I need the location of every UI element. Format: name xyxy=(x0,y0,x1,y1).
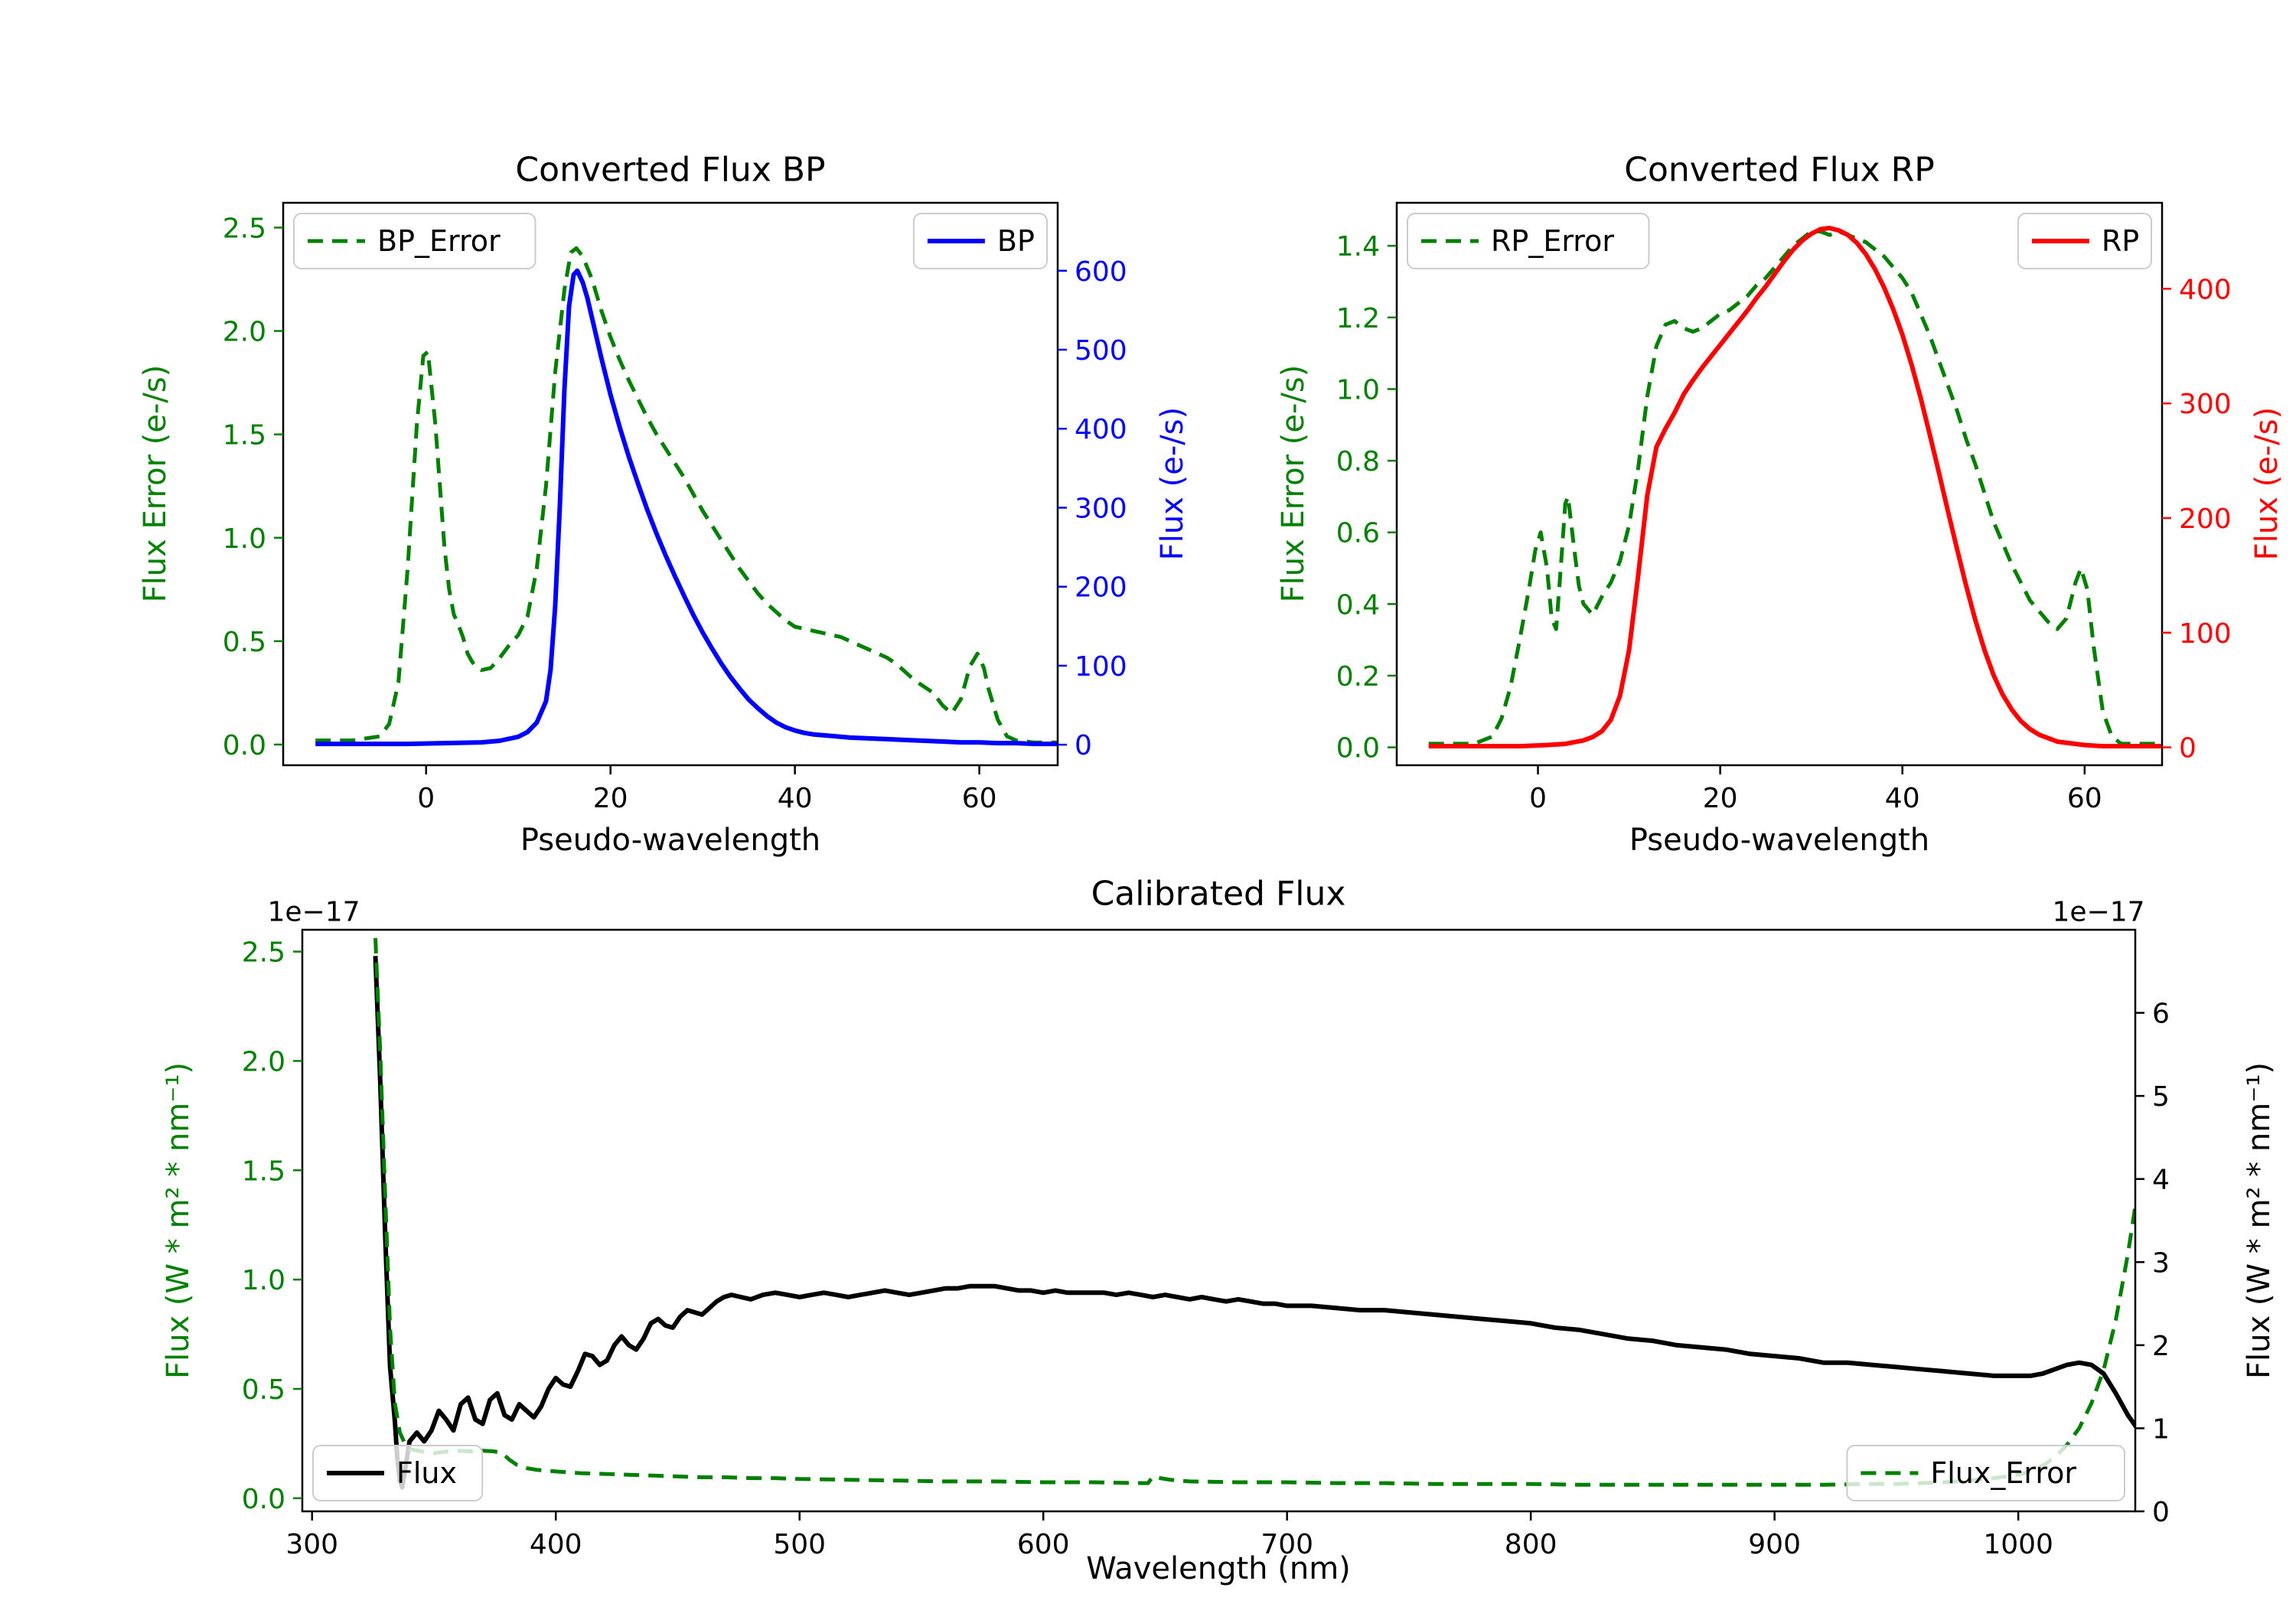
svg-text:Flux: Flux xyxy=(396,1456,457,1490)
svg-text:400: 400 xyxy=(530,1529,582,1560)
svg-text:60: 60 xyxy=(2067,783,2102,814)
svg-text:2.0: 2.0 xyxy=(223,317,266,348)
calibrated-xaxis-label: Wavelength (nm) xyxy=(1086,1551,1351,1586)
svg-text:300: 300 xyxy=(285,1529,338,1560)
svg-text:200: 200 xyxy=(2179,504,2232,535)
svg-text:1.5: 1.5 xyxy=(242,1156,285,1187)
svg-text:Flux_Error: Flux_Error xyxy=(1930,1456,2076,1490)
svg-text:2.5: 2.5 xyxy=(223,213,266,244)
svg-text:0: 0 xyxy=(2179,733,2197,764)
svg-text:1000: 1000 xyxy=(1983,1529,2053,1560)
svg-text:40: 40 xyxy=(778,783,813,814)
svg-text:20: 20 xyxy=(593,783,628,814)
svg-text:2.5: 2.5 xyxy=(242,937,285,969)
rp-xaxis-label: Pseudo-wavelength xyxy=(1629,823,1930,858)
svg-text:0: 0 xyxy=(417,783,435,814)
right-axis-offset-text: 1e−17 xyxy=(2052,896,2145,928)
svg-text:40: 40 xyxy=(1885,783,1920,814)
svg-text:500: 500 xyxy=(773,1529,826,1560)
svg-text:2: 2 xyxy=(2152,1331,2170,1362)
svg-text:400: 400 xyxy=(1075,414,1127,445)
svg-text:1.0: 1.0 xyxy=(1336,374,1380,406)
svg-text:200: 200 xyxy=(1075,572,1127,604)
calibrated-right-yaxis-label: Flux (W * m² * nm⁻¹) xyxy=(2242,1062,2277,1379)
svg-text:1: 1 xyxy=(2152,1413,2170,1445)
rp-right-yaxis-label: Flux (e-/s) xyxy=(2249,406,2285,561)
rp-left-yaxis-label: Flux Error (e-/s) xyxy=(1276,364,1311,603)
bp-right-yaxis-label: Flux (e-/s) xyxy=(1155,406,1190,561)
svg-text:900: 900 xyxy=(1748,1529,1801,1560)
svg-text:2.0: 2.0 xyxy=(242,1046,285,1077)
svg-text:600: 600 xyxy=(1017,1529,1070,1560)
svg-text:RP: RP xyxy=(2102,224,2139,258)
svg-text:BP_Error: BP_Error xyxy=(377,224,501,258)
svg-text:0: 0 xyxy=(1075,730,1092,761)
svg-text:0: 0 xyxy=(1529,783,1547,814)
svg-text:0.8: 0.8 xyxy=(1336,446,1380,478)
calibrated-left-yaxis-label: Flux (W * m² * nm⁻¹) xyxy=(161,1062,196,1379)
svg-text:100: 100 xyxy=(1075,651,1127,683)
bp-chart-title: Converted Flux BP xyxy=(515,150,826,190)
svg-text:300: 300 xyxy=(1075,493,1127,524)
svg-text:100: 100 xyxy=(2179,618,2232,650)
svg-text:600: 600 xyxy=(1075,256,1127,288)
svg-text:700: 700 xyxy=(1261,1529,1313,1560)
svg-text:0.2: 0.2 xyxy=(1336,661,1380,693)
svg-text:3: 3 xyxy=(2152,1247,2170,1279)
svg-text:0.0: 0.0 xyxy=(242,1484,285,1515)
svg-text:1.4: 1.4 xyxy=(1336,231,1380,262)
svg-text:300: 300 xyxy=(2179,389,2232,420)
svg-text:4: 4 xyxy=(2152,1165,2170,1196)
svg-text:60: 60 xyxy=(962,783,997,814)
svg-text:0.0: 0.0 xyxy=(1336,733,1380,764)
svg-text:500: 500 xyxy=(1075,335,1127,367)
svg-text:0.6: 0.6 xyxy=(1336,518,1380,549)
svg-text:1.5: 1.5 xyxy=(223,420,266,451)
svg-text:BP: BP xyxy=(997,224,1035,258)
svg-text:0.5: 0.5 xyxy=(242,1374,285,1406)
svg-text:1.2: 1.2 xyxy=(1336,303,1380,334)
left-axis-offset-text: 1e−17 xyxy=(267,896,360,928)
svg-text:800: 800 xyxy=(1505,1529,1557,1560)
bp-left-yaxis-label: Flux Error (e-/s) xyxy=(138,364,173,603)
bp-xaxis-label: Pseudo-wavelength xyxy=(520,823,821,858)
svg-text:RP_Error: RP_Error xyxy=(1491,224,1614,258)
svg-text:6: 6 xyxy=(2152,999,2170,1030)
calibrated-chart-title: Calibrated Flux xyxy=(1091,874,1346,914)
svg-text:20: 20 xyxy=(1703,783,1738,814)
svg-text:5: 5 xyxy=(2152,1081,2170,1113)
svg-text:1.0: 1.0 xyxy=(242,1265,285,1296)
rp-chart-title: Converted Flux RP xyxy=(1624,150,1935,190)
svg-text:0: 0 xyxy=(2152,1497,2170,1528)
svg-text:0.0: 0.0 xyxy=(223,730,266,761)
svg-text:0.4: 0.4 xyxy=(1336,589,1380,621)
svg-text:0.5: 0.5 xyxy=(223,627,266,658)
svg-text:1.0: 1.0 xyxy=(223,523,266,555)
svg-text:400: 400 xyxy=(2179,274,2232,305)
